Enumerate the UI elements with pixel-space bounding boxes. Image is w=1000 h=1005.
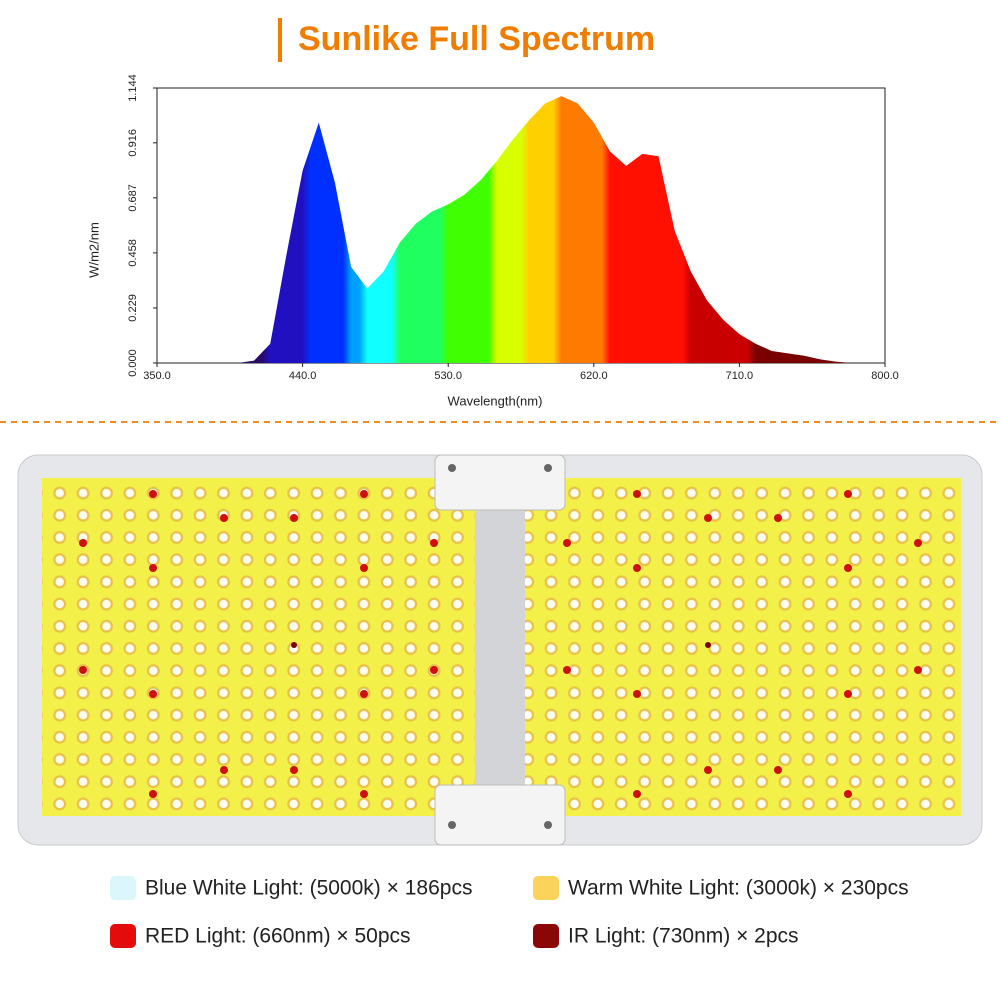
legend-label: IR Light: (730nm) × 2pcs <box>568 925 799 948</box>
x-tick-label: 530.0 <box>434 370 462 382</box>
legend-label: Blue White Light: (5000k) × 186pcs <box>145 877 472 900</box>
legend-label: RED Light: (660nm) × 50pcs <box>145 925 411 948</box>
legend-swatch <box>533 876 559 900</box>
x-tick-label: 440.0 <box>289 370 317 382</box>
x-tick-label: 710.0 <box>726 370 754 382</box>
x-tick-label: 620.0 <box>580 370 608 382</box>
legend-swatch <box>110 924 136 948</box>
legend-label: Warm White Light: (3000k) × 230pcs <box>568 877 909 900</box>
spectrum-area <box>157 96 853 363</box>
x-tick-label: 350.0 <box>143 370 171 382</box>
legend-swatch <box>110 876 136 900</box>
y-tick-label: 0.916 <box>127 129 139 157</box>
y-axis-label: W/m2/nm <box>86 222 101 278</box>
y-tick-label: 0.458 <box>127 239 139 267</box>
light-panel <box>17 454 983 846</box>
x-axis-label: Wavelength(nm) <box>448 393 543 408</box>
x-tick-label: 800.0 <box>871 370 899 382</box>
title: Sunlike Full Spectrum <box>298 20 655 58</box>
y-tick-label: 1.144 <box>127 74 139 102</box>
y-tick-label: 0.229 <box>127 294 139 322</box>
title-bar <box>278 18 282 62</box>
y-tick-label: 0.000 <box>127 349 139 377</box>
y-tick-label: 0.687 <box>127 184 139 212</box>
legend-swatch <box>533 924 559 948</box>
